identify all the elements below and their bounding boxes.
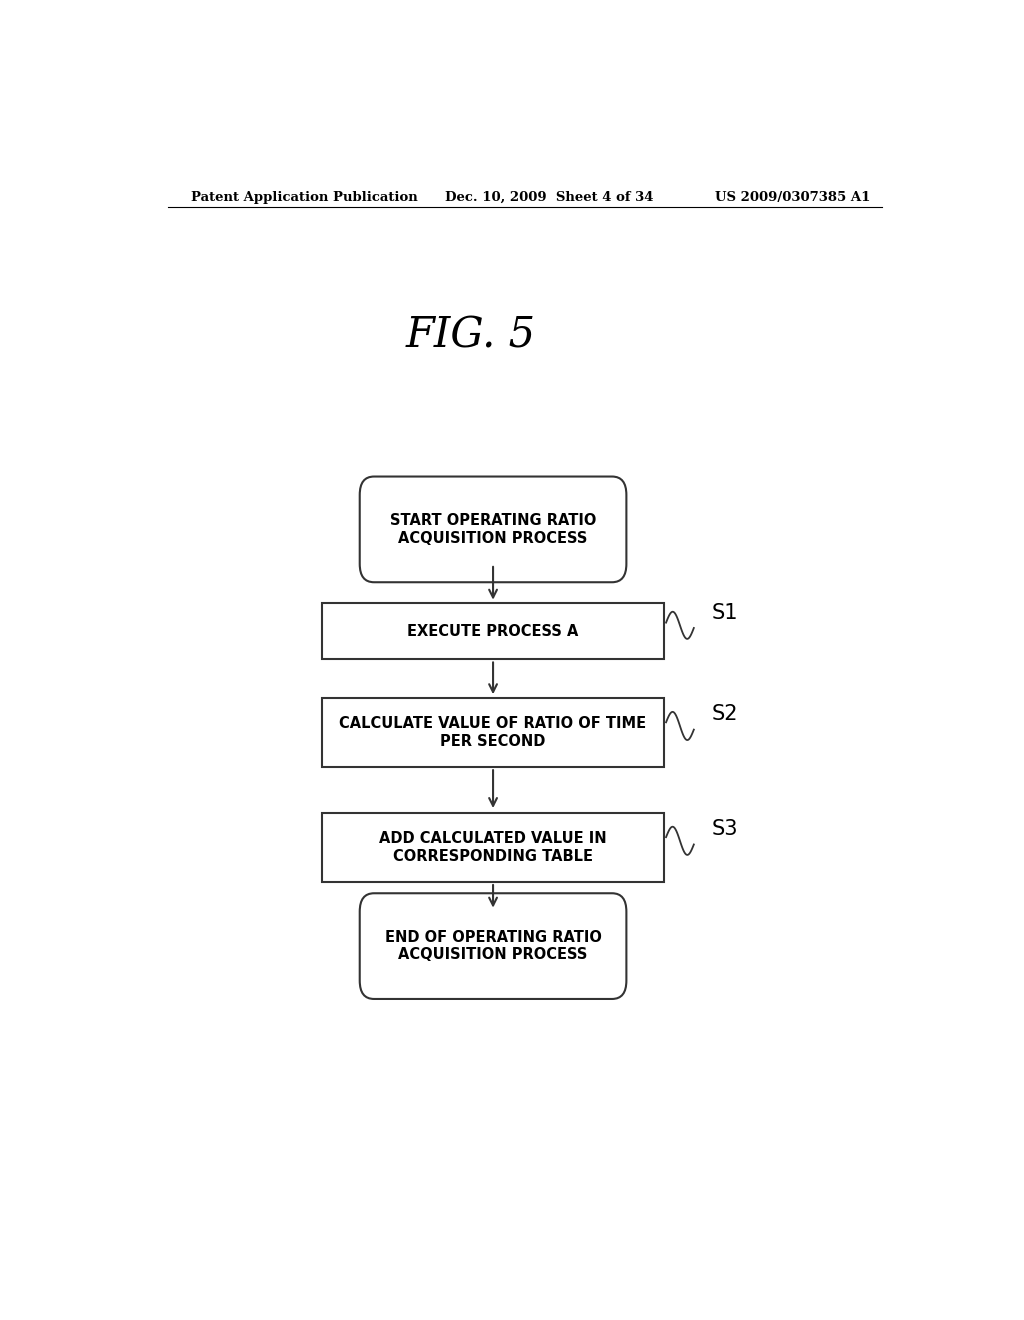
FancyBboxPatch shape: [359, 477, 627, 582]
FancyBboxPatch shape: [359, 894, 627, 999]
Bar: [323, 813, 664, 882]
Bar: [323, 698, 664, 767]
Text: US 2009/0307385 A1: US 2009/0307385 A1: [715, 190, 870, 203]
Text: S3: S3: [712, 820, 738, 840]
Text: END OF OPERATING RATIO
ACQUISITION PROCESS: END OF OPERATING RATIO ACQUISITION PROCE…: [385, 929, 601, 962]
Text: EXECUTE PROCESS A: EXECUTE PROCESS A: [408, 623, 579, 639]
Text: START OPERATING RATIO
ACQUISITION PROCESS: START OPERATING RATIO ACQUISITION PROCES…: [390, 513, 596, 545]
Bar: [323, 603, 664, 659]
Text: CALCULATE VALUE OF RATIO OF TIME
PER SECOND: CALCULATE VALUE OF RATIO OF TIME PER SEC…: [340, 717, 646, 748]
Text: Patent Application Publication: Patent Application Publication: [191, 190, 418, 203]
Text: S1: S1: [712, 603, 738, 623]
Text: Dec. 10, 2009  Sheet 4 of 34: Dec. 10, 2009 Sheet 4 of 34: [445, 190, 654, 203]
Text: FIG. 5: FIG. 5: [406, 314, 536, 356]
Text: S2: S2: [712, 705, 738, 725]
Text: ADD CALCULATED VALUE IN
CORRESPONDING TABLE: ADD CALCULATED VALUE IN CORRESPONDING TA…: [379, 832, 607, 863]
